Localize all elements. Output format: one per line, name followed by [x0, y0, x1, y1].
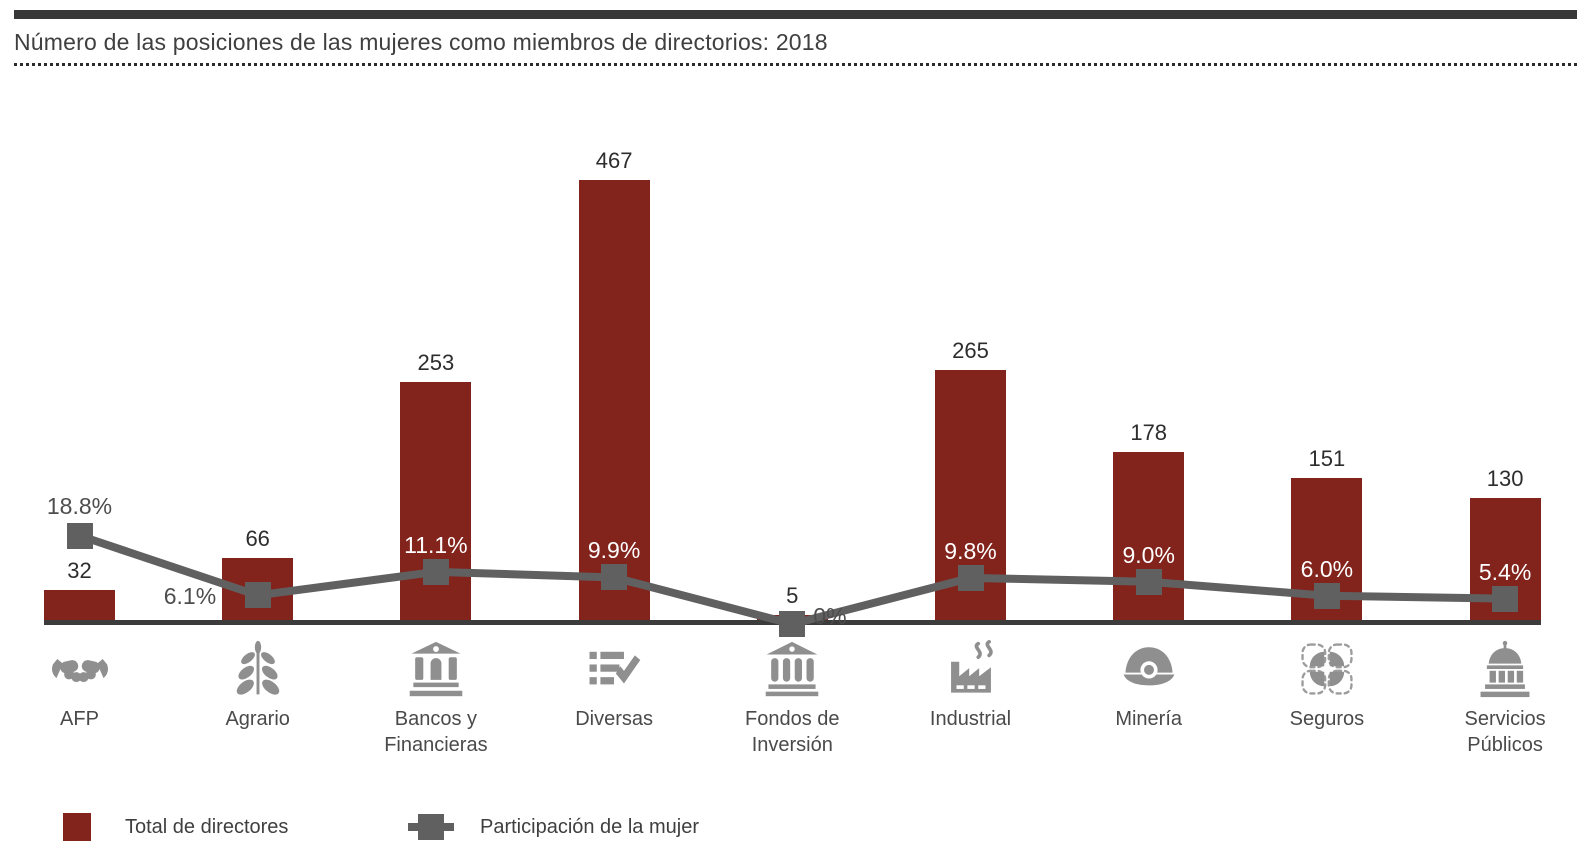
columns-building-icon [763, 640, 821, 698]
participation-pct-label: 11.1% [404, 531, 468, 558]
bar-value-label: 32 [67, 557, 92, 583]
participation-marker [1492, 585, 1519, 612]
bar-value-label: 178 [1130, 420, 1168, 446]
checklist-icon [585, 640, 643, 698]
legend-bar-swatch [63, 813, 91, 841]
chart-legend: Total de directores Participación de la … [0, 800, 1591, 860]
participation-pct-label: 6.1% [163, 583, 217, 610]
participation-marker [244, 582, 271, 609]
participation-marker [422, 558, 449, 585]
participation-pct-label: 18.8% [46, 492, 113, 519]
bar-value-label: 66 [245, 525, 270, 551]
bank-icon [407, 640, 465, 698]
participation-marker [779, 611, 806, 637]
participation-marker [66, 522, 93, 549]
bar-value-label: 253 [417, 349, 455, 375]
top-rule [14, 10, 1577, 19]
category-label: Fondos de Inversión [745, 708, 840, 756]
handshake-icon [51, 640, 109, 698]
bar-value-label: 265 [952, 338, 989, 364]
participation-pct-label: 9.0% [1122, 541, 1175, 568]
participation-pct-label: 5.4% [1478, 558, 1532, 585]
plant-icon [229, 640, 287, 698]
factory-icon [942, 640, 1000, 698]
dotted-divider [14, 63, 1577, 66]
participation-marker [601, 564, 628, 591]
participation-pct-label: 9.8% [944, 537, 997, 564]
bar-value-label: 467 [595, 148, 633, 173]
category-label: Diversas [575, 708, 653, 730]
page-title: Número de las posiciones de las mujeres … [14, 29, 828, 55]
participation-pct-label: 6.0% [1300, 555, 1354, 582]
participation-pct-label: 9.9% [587, 537, 641, 564]
category-label: AFP [60, 708, 99, 730]
category-label: Seguros [1289, 708, 1365, 730]
capitol-icon [1476, 640, 1534, 698]
bar-value-label: 130 [1486, 465, 1524, 491]
total-directors-bar [1113, 452, 1185, 620]
participation-marker [1313, 582, 1340, 609]
category-label: Minería [1115, 708, 1183, 730]
category-label: Servicios Públicos [1464, 708, 1546, 756]
category-label: Agrario [225, 708, 290, 730]
legend-line-label: Participación de la mujer [480, 816, 699, 838]
category-label: Bancos y Financieras [384, 708, 488, 756]
bar-value-label: 151 [1308, 445, 1346, 471]
participation-pct-label: 0% [813, 603, 847, 629]
dashed-segments-icon [1298, 640, 1356, 698]
legend-bar-label: Total de directores [125, 816, 289, 838]
miner-helmet-icon [1120, 640, 1178, 698]
participation-marker [1135, 568, 1162, 595]
legend-line-marker-icon [418, 814, 444, 840]
category-label: Industrial [929, 708, 1012, 730]
participation-marker [957, 564, 984, 591]
